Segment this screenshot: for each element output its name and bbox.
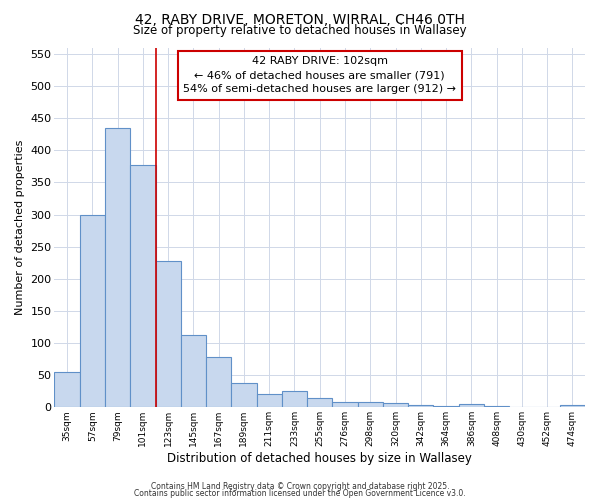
Bar xyxy=(383,403,408,407)
Bar xyxy=(130,165,155,408)
Bar xyxy=(206,357,232,408)
Bar xyxy=(408,404,433,407)
Bar xyxy=(257,394,282,407)
Bar xyxy=(535,406,560,408)
Bar xyxy=(282,391,307,407)
Bar xyxy=(307,398,332,407)
X-axis label: Distribution of detached houses by size in Wallasey: Distribution of detached houses by size … xyxy=(167,452,472,465)
Bar xyxy=(232,383,257,407)
Text: Contains public sector information licensed under the Open Government Licence v3: Contains public sector information licen… xyxy=(134,489,466,498)
Text: Size of property relative to detached houses in Wallasey: Size of property relative to detached ho… xyxy=(133,24,467,37)
Bar xyxy=(155,261,181,408)
Bar xyxy=(560,404,585,407)
Text: Contains HM Land Registry data © Crown copyright and database right 2025.: Contains HM Land Registry data © Crown c… xyxy=(151,482,449,491)
Bar xyxy=(55,372,80,408)
Text: 42, RABY DRIVE, MORETON, WIRRAL, CH46 0TH: 42, RABY DRIVE, MORETON, WIRRAL, CH46 0T… xyxy=(135,12,465,26)
Bar xyxy=(509,406,535,408)
Bar xyxy=(80,214,105,408)
Y-axis label: Number of detached properties: Number of detached properties xyxy=(15,140,25,315)
Bar xyxy=(105,128,130,407)
Bar xyxy=(358,402,383,407)
Bar xyxy=(484,406,509,407)
Text: 42 RABY DRIVE: 102sqm
← 46% of detached houses are smaller (791)
54% of semi-det: 42 RABY DRIVE: 102sqm ← 46% of detached … xyxy=(183,56,456,94)
Bar xyxy=(181,334,206,407)
Bar xyxy=(458,404,484,407)
Bar xyxy=(332,402,358,407)
Bar xyxy=(433,406,458,407)
